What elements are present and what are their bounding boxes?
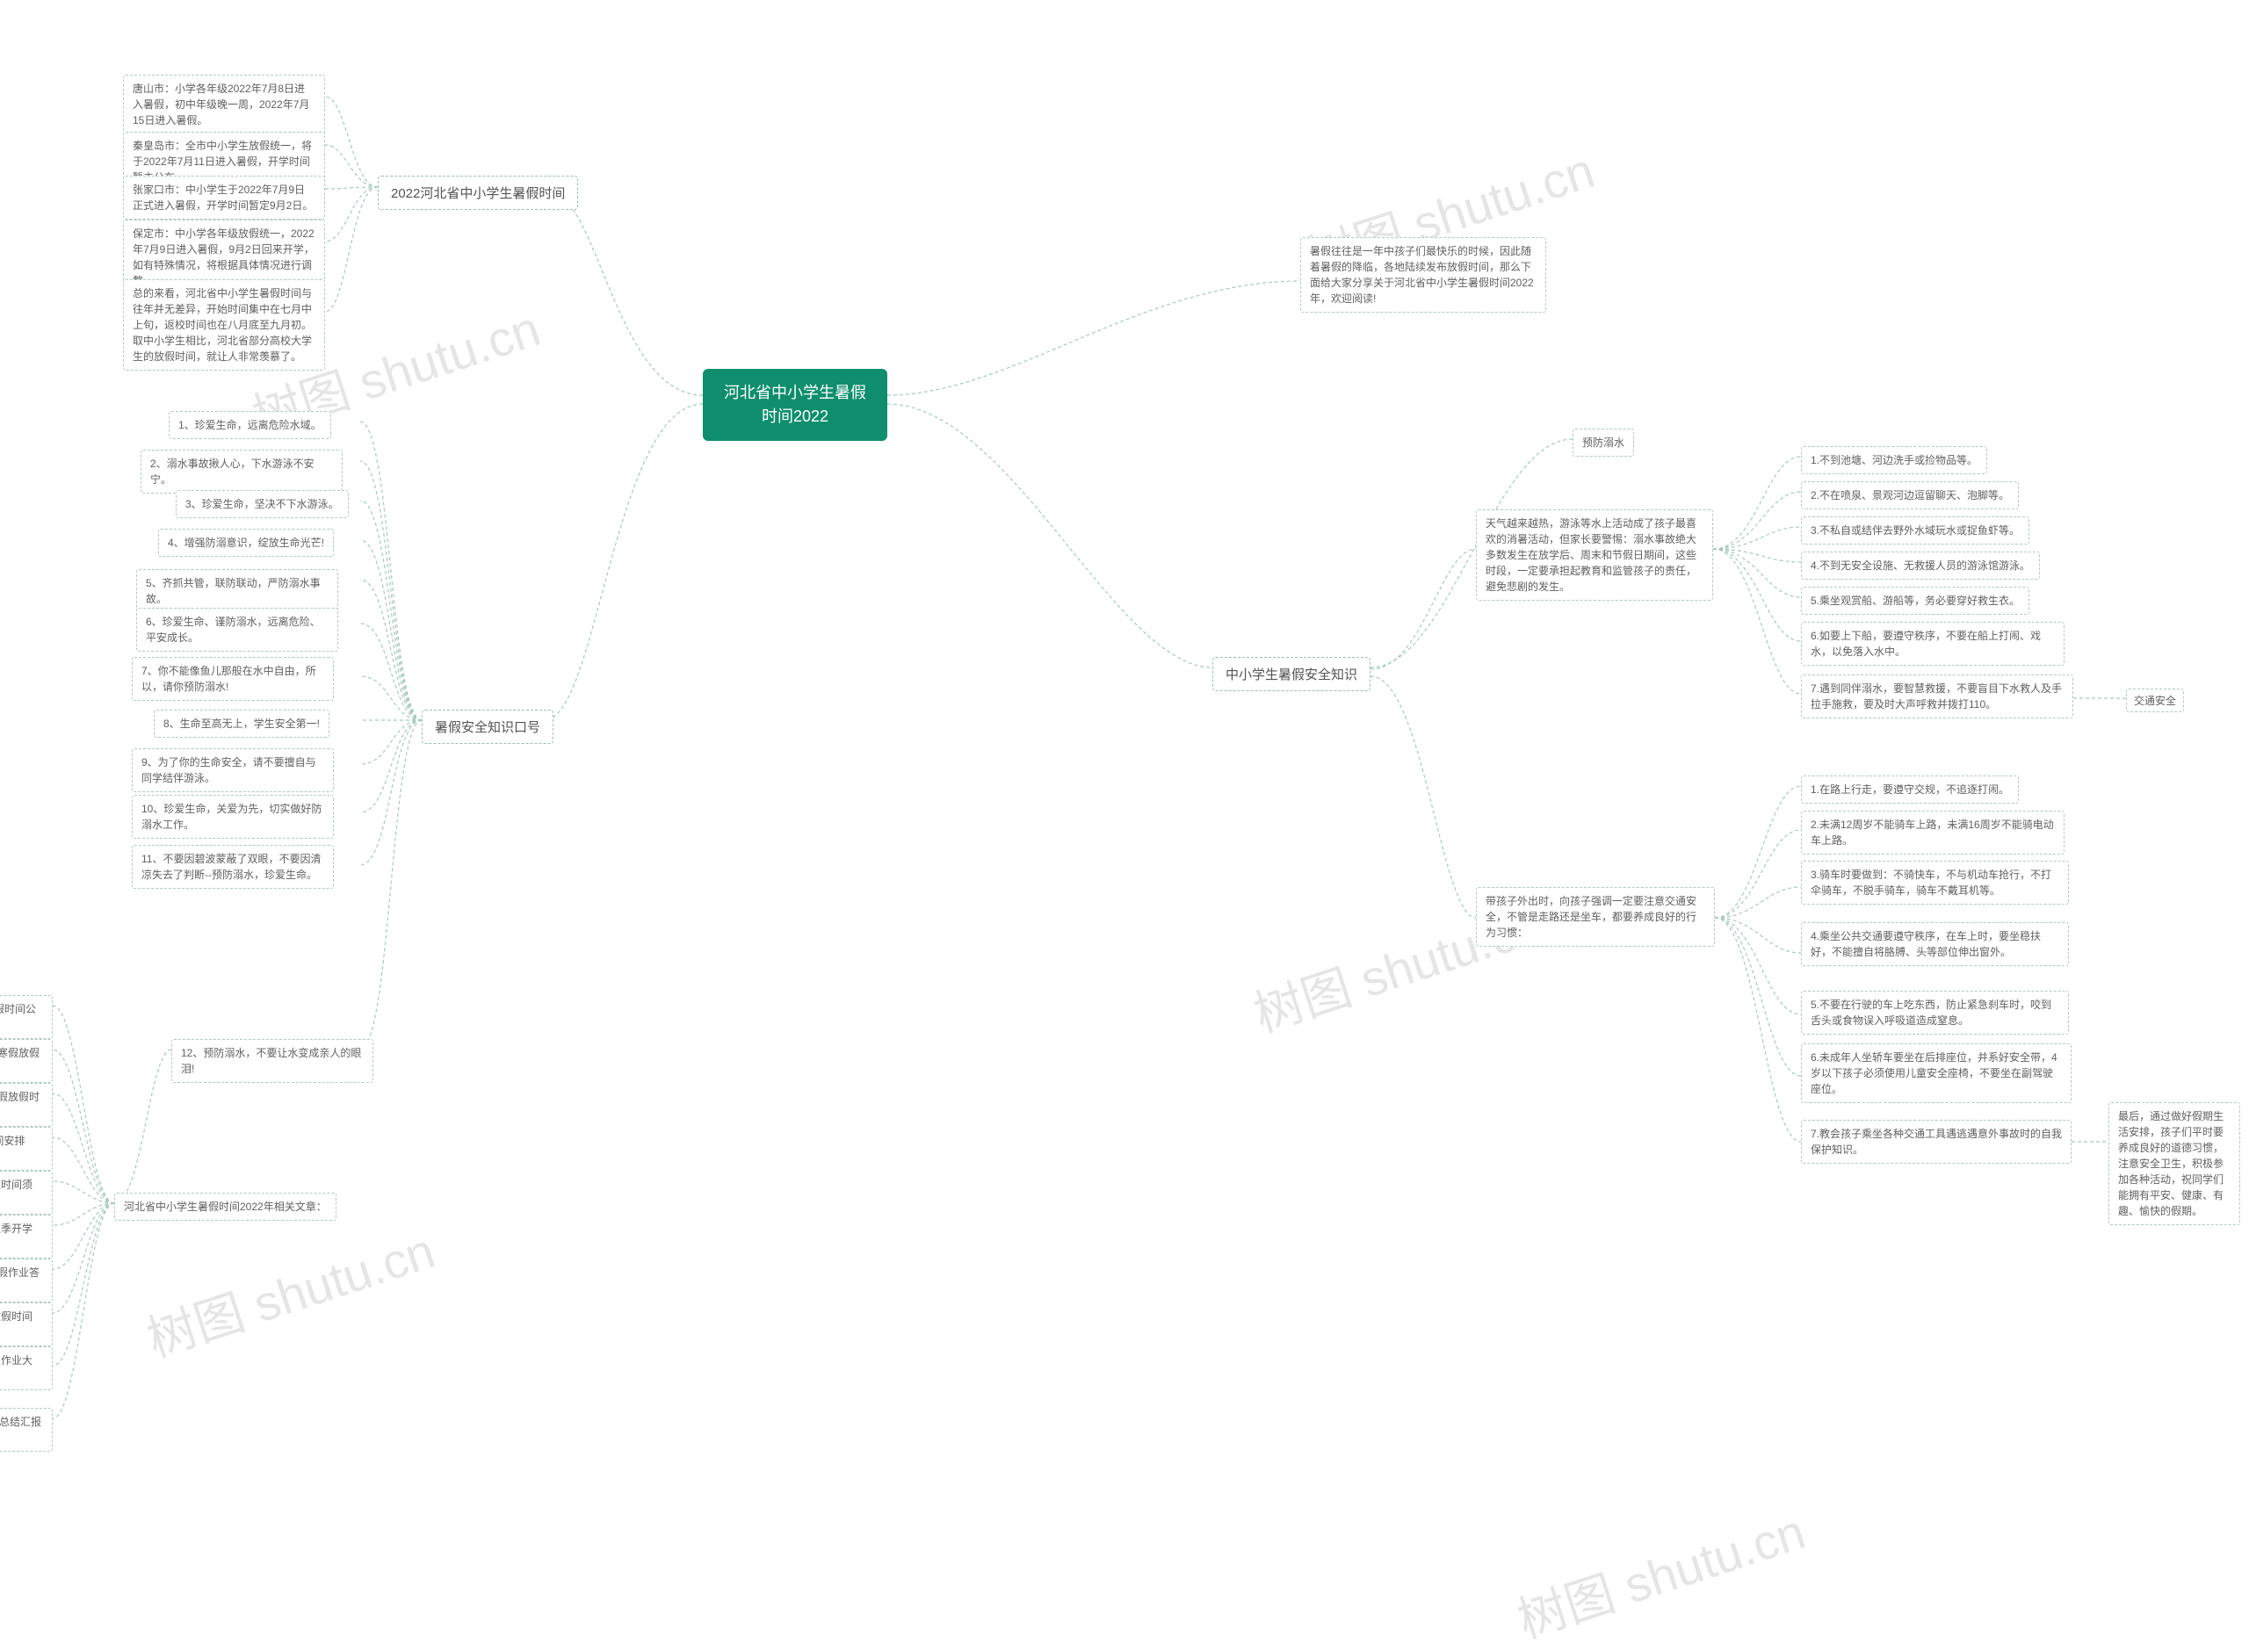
related-item: ★ 2022年关于二年级下册数学暑假作业答案 <box>0 1259 53 1302</box>
related-item: ★ 2022年三年级小学生必备数学暑假作业大全 <box>0 1346 53 1390</box>
slogan-item: 4、增强防溺意识，绽放生命光芒! <box>158 529 334 557</box>
drown-item: 6.如要上下船，要遵守秩序，不要在船上打闹、戏水，以免落入水中。 <box>1801 622 2065 666</box>
traffic-item: 3.骑车时要做到：不骑快车，不与机动车抢行，不打伞骑车，不脱手骑车，骑车不戴耳机… <box>1801 861 2069 905</box>
watermark: 树图 shutu.cn <box>137 1212 443 1372</box>
traffic-item: 4.乘坐公共交通要遵守秩序，在车上时，要坐稳扶好，不能擅自将胳膊、头等部位伸出窗… <box>1801 922 2069 966</box>
drown-item: 2.不在喷泉、景观河边逗留聊天、泡脚等。 <box>1801 481 2019 509</box>
slogan-item: 3、珍爱生命，坚决不下水游泳。 <box>176 490 349 518</box>
watermark: 树图 shutu.cn <box>1508 1493 1813 1652</box>
drown-item: 1.不到池塘、河边洗手或捡物品等。 <box>1801 446 1987 474</box>
related-item: ★ 2022防溺水开展情况总结汇报5篇 <box>0 1408 53 1452</box>
intro-text: 暑假往往是一年中孩子们最快乐的时候，因此随着暑假的降临，各地陆续发布放假时间，那… <box>1300 237 1546 313</box>
related-item: ★ 2022河北最新中小学秋季开学时间 <box>0 1215 53 1259</box>
related-item: ★ 2022嘉兴中小学寒假放假时间 <box>0 1083 53 1127</box>
related-item: ★ 2022河北中小学生寒假放假时间公布须知 <box>0 995 53 1039</box>
schedule-item: 总的来看，河北省中小学生暑假时间与往年并无差异，开始时间集中在七月中上旬，返校时… <box>123 279 325 371</box>
drown-item: 4.不到无安全设施、无救援人员的游泳馆游泳。 <box>1801 552 2040 580</box>
final-note: 最后，通过做好假期生活安排，孩子们平时要养成良好的道德习惯，注意安全卫生，积极参… <box>2108 1102 2240 1225</box>
slogan-item: 2、溺水事故揪人心，下水游泳不安宁。 <box>141 450 343 494</box>
slogan-item: 5、齐抓共管，联防联动，严防溺水事故。 <box>136 569 338 613</box>
drown-item: 3.不私自或结伴去野外水域玩水或捉鱼虾等。 <box>1801 516 2029 545</box>
drown-item: 7.遇到同伴溺水，要智慧救援，不要盲目下水救人及手拉手施救，要及时大声呼救并拨打… <box>1801 675 2073 718</box>
slogan-item: 12、预防溺水，不要让水变成亲人的眼泪! <box>171 1039 373 1083</box>
schedule-item: 唐山市：小学各年级2022年7月8日进入暑假，初中年级晚一周，2022年7月15… <box>123 75 325 134</box>
label-traffic-safety: 交通安全 <box>2126 689 2184 712</box>
schedule-item: 张家口市：中小学生于2022年7月9日正式进入暑假，开学时间暂定9月2日。 <box>123 176 325 220</box>
slogan-item: 8、生命至高无上，学生安全第一! <box>154 710 329 738</box>
related-item: ★ 最新河北2022寒假放假时间须知大全 <box>0 1171 53 1215</box>
traffic-item: 2.未满12周岁不能骑车上路，未满16周岁不能骑电动车上路。 <box>1801 811 2065 855</box>
branch-related-articles: 河北省中小学生暑假时间2022年相关文章： <box>114 1193 336 1221</box>
related-item: ★ 2022年江西高校暑假放假时间安排 <box>0 1302 53 1346</box>
drowning-intro: 天气越来越热，游泳等水上活动成了孩子最喜欢的消暑活动，但家长要警惕：溺水事故绝大… <box>1476 509 1713 601</box>
slogan-item: 1、珍爱生命，远离危险水域。 <box>169 411 331 439</box>
slogan-item: 11、不要因碧波蒙蔽了双眼，不要因清凉失去了判断--预防溺水，珍爱生命。 <box>132 845 334 889</box>
traffic-item: 7.教会孩子乘坐各种交通工具遇逃遇意外事故时的自我保护知识。 <box>1801 1120 2072 1164</box>
traffic-item: 1.在路上行走，要遵守交规，不追逐打闹。 <box>1801 776 2019 804</box>
related-item: ★ 江西暑假放假时间安排2022年 <box>0 1127 53 1171</box>
traffic-intro: 带孩子外出时，向孩子强调一定要注意交通安全，不管是走路还是坐车，都要养成良好的行… <box>1476 887 1715 947</box>
related-item: ★ 2022年安徽中小学寒假放假时间 <box>0 1039 53 1083</box>
branch-slogans: 暑假安全知识口号 <box>422 710 553 744</box>
traffic-item: 5.不要在行驶的车上吃东西，防止紧急刹车时，咬到舌头或食物误入呼吸道造成窒息。 <box>1801 991 2069 1035</box>
slogan-item: 9、为了你的生命安全，请不要擅自与同学结伴游泳。 <box>132 748 334 792</box>
branch-safety-knowledge: 中小学生暑假安全知识 <box>1212 657 1370 691</box>
slogan-item: 6、珍爱生命、谨防溺水，远离危险、平安成长。 <box>136 608 338 652</box>
root-node: 河北省中小学生暑假时间2022 <box>703 369 887 441</box>
slogan-item: 7、你不能像鱼儿那般在水中自由，所以，请你预防溺水! <box>132 657 334 701</box>
label-drowning-prevention: 预防溺水 <box>1573 429 1634 457</box>
traffic-item: 6.未成年人坐轿车要坐在后排座位，并系好安全带，4岁以下孩子必须使用儿童安全座椅… <box>1801 1043 2072 1103</box>
slogan-item: 10、珍爱生命，关爱为先，切实做好防溺水工作。 <box>132 795 334 839</box>
branch-schedule: 2022河北省中小学生暑假时间 <box>378 176 578 210</box>
drown-item: 5.乘坐观赏船、游船等，务必要穿好救生衣。 <box>1801 587 2029 615</box>
